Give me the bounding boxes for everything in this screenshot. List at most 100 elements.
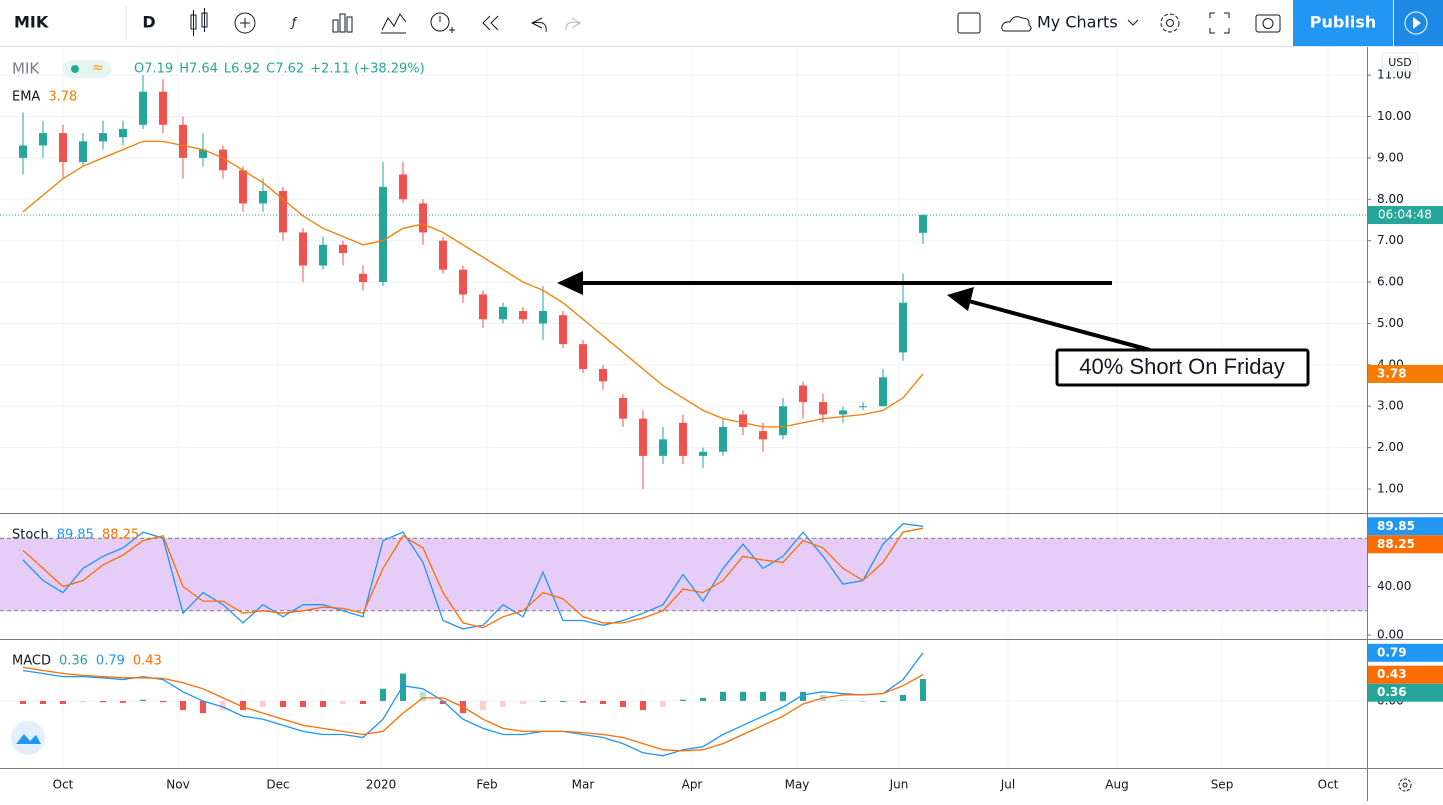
legend-symbol: MIK <box>12 60 40 78</box>
logo <box>11 721 45 755</box>
axis-value-label: 3.78 <box>1377 366 1407 380</box>
arrow-head <box>947 287 974 311</box>
candle-body <box>99 133 107 142</box>
x-tick-label: Nov <box>166 778 189 792</box>
legend-title: Stoch <box>12 528 49 543</box>
currency-box <box>1381 52 1419 72</box>
y-tick-label: 40.00 <box>1377 579 1411 593</box>
ema-line <box>22 140 924 428</box>
candle-body <box>299 232 307 266</box>
histogram-bar <box>480 700 486 711</box>
histogram-bar <box>840 699 846 701</box>
y-tick-label: 0.00 <box>1377 627 1404 641</box>
x-tick-label: 2020 <box>366 778 397 792</box>
histogram-bar <box>520 700 526 704</box>
y-tick-label: 9.00 <box>1377 150 1404 164</box>
countdown-label: 06:04:48 <box>1378 208 1432 222</box>
candle-body <box>199 149 207 158</box>
compare-button[interactable] <box>381 13 407 34</box>
y-tick-label: 1.00 <box>1377 481 1404 495</box>
histogram-bar <box>640 700 646 711</box>
histogram-bar <box>860 700 866 702</box>
symbol-button[interactable]: MIK <box>14 13 49 32</box>
snapshot-button[interactable] <box>1255 14 1281 33</box>
histogram-bar <box>900 694 906 701</box>
my-charts-button[interactable]: My Charts <box>1037 13 1118 32</box>
x-tick-label: Sep <box>1211 778 1234 792</box>
candle-body <box>379 186 387 283</box>
axis-settings-button[interactable] <box>1398 778 1412 792</box>
indicator-line <box>22 523 924 630</box>
candle-body <box>659 439 667 456</box>
y-tick-label: 3.00 <box>1377 399 1404 413</box>
templates-button[interactable] <box>332 13 353 33</box>
x-tick-label: Aug <box>1105 778 1128 792</box>
x-tick-label: Mar <box>572 778 595 792</box>
histogram-bar <box>580 700 586 703</box>
publish-label[interactable]: Publish <box>1310 13 1376 32</box>
logo-shape <box>16 734 41 744</box>
y-tick-label: 7.00 <box>1377 233 1404 247</box>
histogram-bar <box>140 699 146 701</box>
candle-body <box>399 174 407 200</box>
histogram-bar <box>720 691 726 701</box>
undo-button[interactable] <box>530 17 547 33</box>
candle-body <box>799 385 807 403</box>
legend-series-value: 88.25 <box>102 528 139 543</box>
candle-body <box>879 377 887 407</box>
histogram-bar <box>260 700 266 708</box>
add-indicator-button[interactable] <box>234 12 256 34</box>
indicators-button[interactable]: ƒ <box>290 16 298 30</box>
chart-style-button[interactable] <box>190 8 208 36</box>
histogram-bar <box>600 700 606 704</box>
fullscreen-button[interactable] <box>1209 12 1230 34</box>
cloud-icon <box>1001 16 1032 32</box>
legend-series-value: 0.36 <box>59 654 88 669</box>
candle-body <box>759 431 767 440</box>
y-tick-label: 6.00 <box>1377 275 1404 289</box>
histogram-bar <box>380 688 386 701</box>
histogram-bar <box>60 700 66 704</box>
dropdown-caret[interactable] <box>1127 19 1139 26</box>
candle-body <box>899 302 907 353</box>
y-tick-label: 10.00 <box>1377 109 1411 123</box>
histogram-bar <box>240 700 246 711</box>
histogram-bar <box>360 700 366 704</box>
x-tick-label: Oct <box>53 778 74 792</box>
histogram-bar <box>300 700 306 708</box>
indicator-line <box>22 666 924 752</box>
legend-ohlc: +2.11 (+38.29%) <box>310 62 425 77</box>
settings-button[interactable] <box>1160 13 1180 33</box>
histogram-bar <box>320 700 326 708</box>
histogram-bar <box>680 699 686 701</box>
countdown-box <box>1367 206 1443 225</box>
redo-button[interactable] <box>565 17 581 31</box>
histogram-bar <box>160 700 166 703</box>
candle-body <box>239 170 247 204</box>
candle-body <box>259 191 267 204</box>
x-tick-label: May <box>785 778 810 792</box>
candle-body <box>39 133 47 146</box>
indicator-line <box>22 527 924 629</box>
candle-body <box>139 91 147 125</box>
layout-button[interactable] <box>957 12 981 34</box>
histogram-bar <box>100 700 106 703</box>
replay-button[interactable] <box>482 15 499 31</box>
axis-value-box <box>1367 643 1443 662</box>
x-tick-label: Oct <box>1318 778 1339 792</box>
x-tick-label: Dec <box>266 778 289 792</box>
currency-label: USD <box>1388 56 1412 69</box>
histogram-bar <box>280 700 286 708</box>
axis-value-label: 0.79 <box>1377 645 1407 659</box>
x-tick-label: Feb <box>476 778 497 792</box>
candle-body <box>419 203 427 233</box>
interval-button[interactable]: D <box>142 13 155 32</box>
candle-body <box>439 240 447 270</box>
alert-button[interactable] <box>430 12 455 33</box>
candle-body <box>499 306 507 320</box>
candle-body <box>579 344 587 369</box>
histogram-bar <box>880 700 886 702</box>
user-drawings: 40% Short On Friday <box>557 271 1310 387</box>
histogram-bar <box>440 700 446 704</box>
publish-button[interactable] <box>1293 0 1393 46</box>
